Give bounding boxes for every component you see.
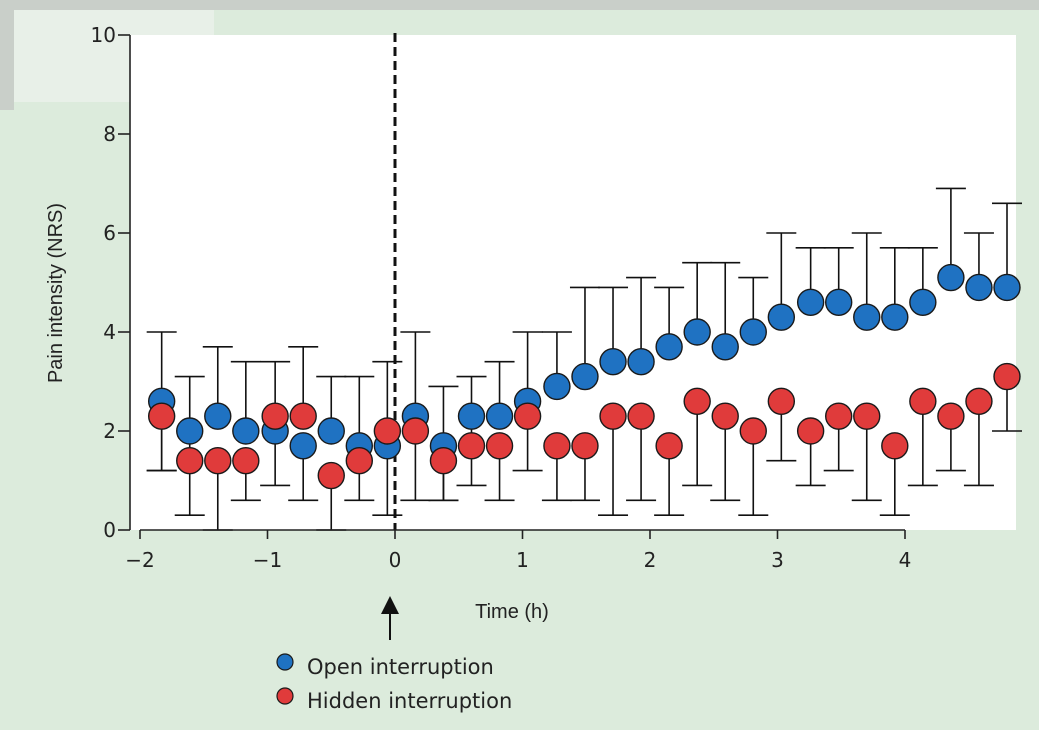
y-tick-label: 0: [103, 518, 116, 542]
x-tick-label: 1: [516, 548, 529, 572]
x-axis-ticks: −2 −1 0 1 2 3 4: [125, 530, 911, 572]
x-tick-label: 3: [771, 548, 784, 572]
hidden-interruption-point: [204, 447, 232, 475]
hidden-interruption-point: [853, 402, 881, 430]
x-tick-label: 0: [389, 548, 402, 572]
hidden-interruption-point: [543, 432, 571, 460]
hidden-interruption-point: [513, 402, 542, 430]
hidden-interruption-point: [993, 362, 1021, 391]
y-tick-label: 8: [103, 122, 116, 146]
y-tick-label: 2: [103, 419, 116, 443]
open-interruption-point: [571, 362, 599, 391]
window-shadow-left: [0, 0, 14, 110]
hidden-interruption-point: [176, 447, 204, 475]
x-tick-label: −2: [125, 548, 154, 572]
hidden-interruption-point: [825, 402, 853, 430]
open-interruption-point: [683, 318, 711, 346]
open-interruption-point: [289, 432, 317, 460]
legend-marker: [276, 687, 294, 705]
hidden-interruption-point: [401, 417, 430, 445]
plot-area: [130, 35, 1016, 530]
legend-label: Open interruption: [307, 655, 494, 679]
open-interruption-point: [937, 263, 965, 292]
open-interruption-point: [739, 318, 767, 346]
hidden-interruption-point: [232, 447, 260, 475]
hidden-interruption-point: [147, 402, 176, 430]
open-interruption-point: [796, 288, 825, 316]
open-interruption-point: [176, 417, 204, 445]
data-points: [147, 263, 1021, 490]
hidden-interruption-point: [485, 432, 514, 460]
hidden-interruption-point: [881, 432, 909, 460]
open-interruption-point: [627, 348, 655, 376]
hidden-interruption-point: [429, 447, 458, 475]
x-tick-label: −1: [253, 548, 282, 572]
hidden-interruption-point: [457, 432, 486, 460]
open-interruption-point: [543, 372, 571, 401]
hidden-interruption-point: [317, 461, 345, 490]
y-tick-label: 10: [91, 23, 116, 47]
open-interruption-point: [599, 348, 627, 376]
hidden-interruption-point: [965, 387, 993, 415]
hidden-interruption-point: [373, 417, 402, 445]
hidden-interruption-point: [711, 402, 739, 430]
legend-label: Hidden interruption: [307, 689, 512, 713]
hidden-interruption-point: [683, 387, 711, 415]
open-interruption-point: [232, 417, 260, 445]
open-interruption-point: [767, 303, 796, 331]
open-interruption-point: [457, 402, 486, 430]
open-interruption-point: [909, 288, 937, 316]
hidden-interruption-point: [767, 387, 796, 415]
x-tick-label: 4: [899, 548, 912, 572]
y-axis-title: Pain intensity (NRS): [45, 203, 67, 383]
hidden-interruption-point: [261, 402, 289, 430]
open-interruption-point: [965, 273, 993, 302]
x-tick-label: 2: [644, 548, 657, 572]
hidden-interruption-point: [909, 387, 937, 415]
open-interruption-point: [204, 402, 232, 430]
hidden-interruption-point: [289, 402, 317, 430]
window-shadow-top: [0, 0, 1039, 10]
open-interruption-point: [993, 273, 1021, 302]
y-axis-ticks: 0 2 4 6 8 10: [91, 23, 130, 542]
hidden-interruption-point: [599, 402, 627, 430]
open-interruption-point: [853, 303, 881, 331]
open-interruption-point: [825, 288, 853, 316]
time-zero-arrow: [381, 596, 399, 640]
open-interruption-point: [655, 333, 683, 361]
legend-marker: [276, 653, 294, 671]
y-tick-label: 6: [103, 221, 116, 245]
hidden-interruption-point: [627, 402, 655, 430]
hidden-interruption-point: [796, 417, 825, 445]
open-interruption-point: [711, 333, 739, 361]
open-interruption-point: [317, 417, 345, 445]
x-axis-title: Time (h): [475, 601, 549, 623]
hidden-interruption-point: [571, 432, 599, 460]
open-interruption-point: [881, 303, 909, 331]
hidden-interruption-point: [739, 417, 767, 445]
hidden-interruption-point: [345, 447, 373, 475]
hidden-interruption-point: [655, 432, 683, 460]
legend: Open interruption Hidden interruption: [276, 653, 512, 713]
y-tick-label: 4: [103, 320, 116, 344]
hidden-interruption-point: [937, 402, 965, 430]
open-interruption-point: [485, 402, 514, 430]
